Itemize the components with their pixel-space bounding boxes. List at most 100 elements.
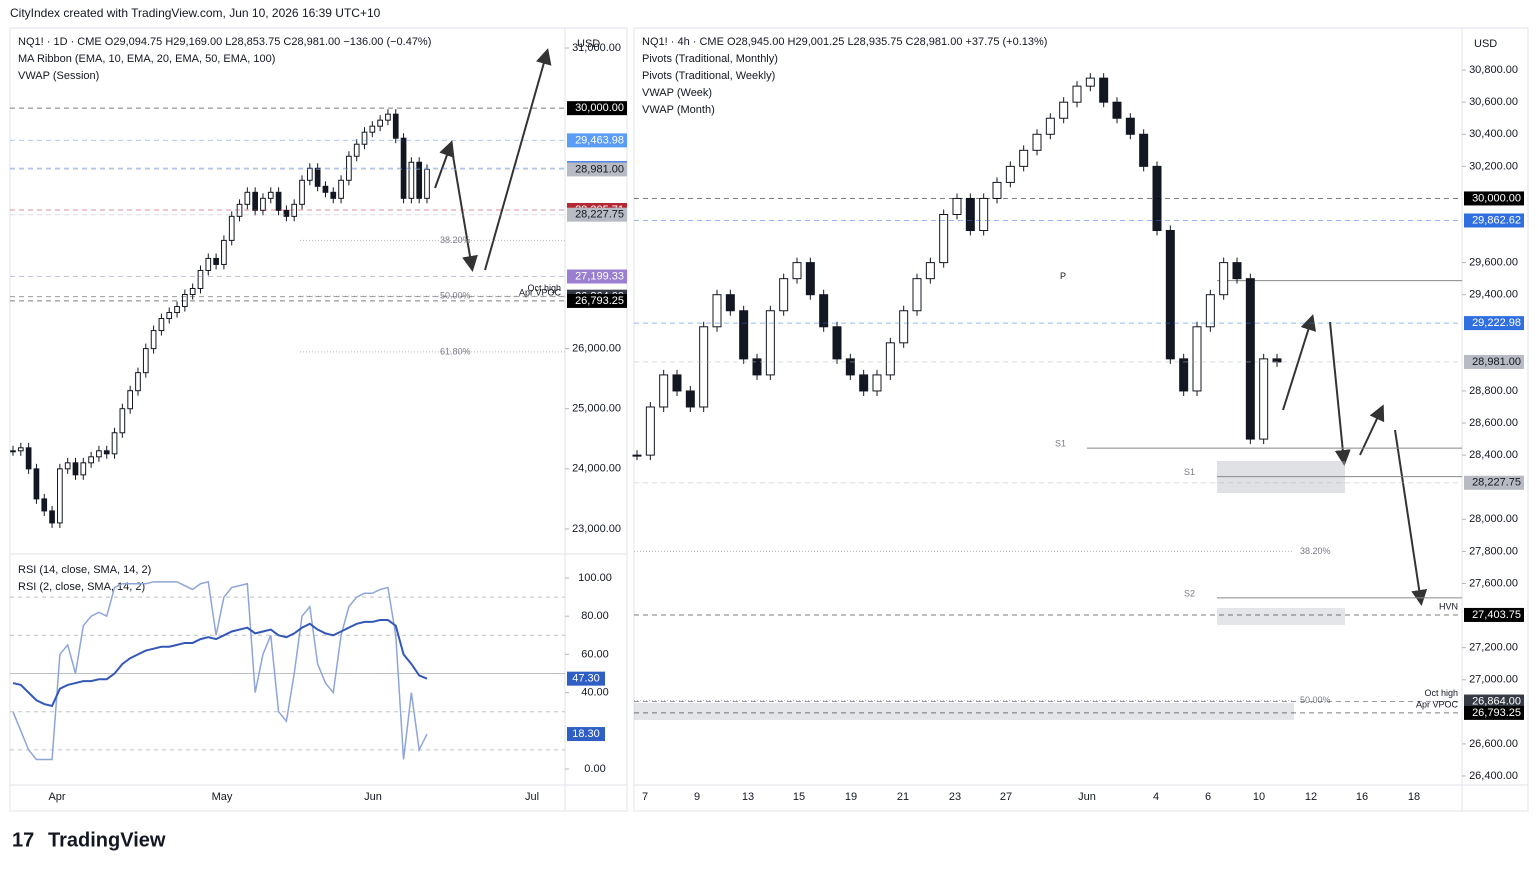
candle bbox=[1165, 230, 1175, 360]
candle bbox=[1205, 294, 1215, 328]
legend: Pivots (Traditional, Weekly) bbox=[642, 70, 775, 82]
price-tag bbox=[567, 162, 627, 177]
price-tag-label: 29,463.98 bbox=[575, 134, 624, 146]
candle bbox=[72, 462, 79, 476]
candle bbox=[338, 179, 344, 199]
candle bbox=[832, 326, 842, 360]
y-tick-label: 0.00 bbox=[584, 763, 605, 775]
y-tick-label: 27,800.00 bbox=[1469, 545, 1518, 557]
price-tag bbox=[567, 101, 627, 116]
candle bbox=[80, 462, 87, 476]
candle bbox=[166, 312, 173, 320]
candle bbox=[859, 374, 869, 392]
x-tick-label: Jun bbox=[1078, 791, 1096, 803]
legend: Pivots (Traditional, Monthly) bbox=[642, 53, 778, 65]
candle bbox=[1125, 117, 1135, 135]
logo-mark: 17 bbox=[12, 829, 34, 851]
candle bbox=[252, 191, 258, 211]
legend: VWAP (Month) bbox=[642, 104, 715, 116]
price-tag bbox=[1464, 607, 1524, 622]
candle bbox=[408, 161, 415, 199]
price-tag bbox=[567, 133, 627, 148]
candle bbox=[306, 167, 313, 181]
candle bbox=[779, 278, 789, 312]
candle bbox=[103, 450, 110, 455]
candle bbox=[1139, 133, 1149, 167]
pivot-label: S1 bbox=[1055, 438, 1066, 448]
legend: NQ1! · 4h · CME O28,945.00 H29,001.25 L2… bbox=[642, 36, 1047, 48]
candle bbox=[111, 432, 118, 455]
candle bbox=[369, 125, 376, 133]
y-tick-label: 25,000.00 bbox=[572, 403, 621, 415]
rsi-line bbox=[12, 580, 428, 761]
tag-note: Apr VPOC bbox=[519, 287, 562, 297]
x-tick-label: 21 bbox=[897, 791, 909, 803]
candle bbox=[725, 294, 735, 312]
candle bbox=[189, 287, 196, 296]
price-tag bbox=[1464, 705, 1524, 720]
fib-label: 38.20% bbox=[1300, 546, 1331, 556]
zone bbox=[634, 703, 1294, 720]
x-tick-label: 4 bbox=[1153, 791, 1159, 803]
fib-label: 50.00% bbox=[440, 291, 471, 301]
candle bbox=[925, 262, 935, 280]
price-tag bbox=[567, 207, 627, 222]
candle bbox=[49, 510, 55, 524]
x-tick-label: 7 bbox=[642, 791, 648, 803]
pivot-label: S2 bbox=[1184, 588, 1195, 598]
fib-label: 38.20% bbox=[440, 235, 471, 245]
candle bbox=[17, 447, 24, 452]
candle bbox=[979, 197, 989, 232]
candle bbox=[965, 197, 975, 232]
candle bbox=[672, 374, 682, 392]
candle bbox=[872, 374, 882, 392]
candle bbox=[96, 450, 102, 458]
candle bbox=[899, 310, 909, 344]
candle bbox=[213, 257, 219, 265]
x-tick-label: Apr bbox=[48, 791, 65, 803]
candle bbox=[260, 197, 266, 211]
candle bbox=[845, 358, 855, 376]
y-tick-label: 30,600.00 bbox=[1469, 96, 1518, 108]
price-tag bbox=[567, 293, 627, 308]
y-tick-label: 30,200.00 bbox=[1469, 160, 1518, 172]
footer-logo: TradingView bbox=[48, 829, 166, 851]
candle bbox=[699, 326, 709, 408]
candle bbox=[416, 161, 423, 199]
candle bbox=[1245, 278, 1255, 440]
y-tick-label: 100.00 bbox=[578, 572, 612, 584]
candle bbox=[1259, 358, 1269, 440]
x-tick-label: 13 bbox=[742, 791, 754, 803]
candle bbox=[1179, 358, 1189, 392]
price-tag bbox=[1464, 475, 1524, 490]
y-tick-label: 27,600.00 bbox=[1469, 577, 1518, 589]
x-tick-label: Jul bbox=[525, 791, 539, 803]
candle bbox=[88, 456, 94, 464]
candle bbox=[361, 131, 368, 145]
candle bbox=[1219, 262, 1229, 296]
y-tick-label: 30,400.00 bbox=[1469, 128, 1518, 140]
candle bbox=[912, 278, 922, 312]
candle bbox=[267, 191, 274, 199]
right-panel bbox=[633, 27, 1529, 812]
rsi-tag-label: 18.30 bbox=[572, 728, 600, 740]
x-tick-label: 16 bbox=[1356, 791, 1368, 803]
candle bbox=[275, 191, 282, 211]
candle bbox=[33, 468, 40, 500]
price-tag bbox=[1464, 213, 1524, 228]
y-tick-label: 29,600.00 bbox=[1469, 257, 1518, 269]
candle bbox=[885, 342, 895, 376]
x-tick-label: 9 bbox=[694, 791, 700, 803]
x-tick-label: 12 bbox=[1305, 791, 1317, 803]
y-tick-label: 28,000.00 bbox=[1469, 513, 1518, 525]
header: CityIndex created with TradingView.com, … bbox=[10, 6, 381, 20]
candle bbox=[1045, 117, 1055, 135]
price-tag-label: 27,403.75 bbox=[1472, 609, 1521, 621]
candle bbox=[1072, 85, 1082, 103]
candle bbox=[712, 294, 722, 328]
x-tick-label: 15 bbox=[793, 791, 805, 803]
y-tick-label: 60.00 bbox=[581, 648, 609, 660]
price-tag bbox=[1464, 191, 1524, 206]
candle bbox=[299, 179, 305, 205]
